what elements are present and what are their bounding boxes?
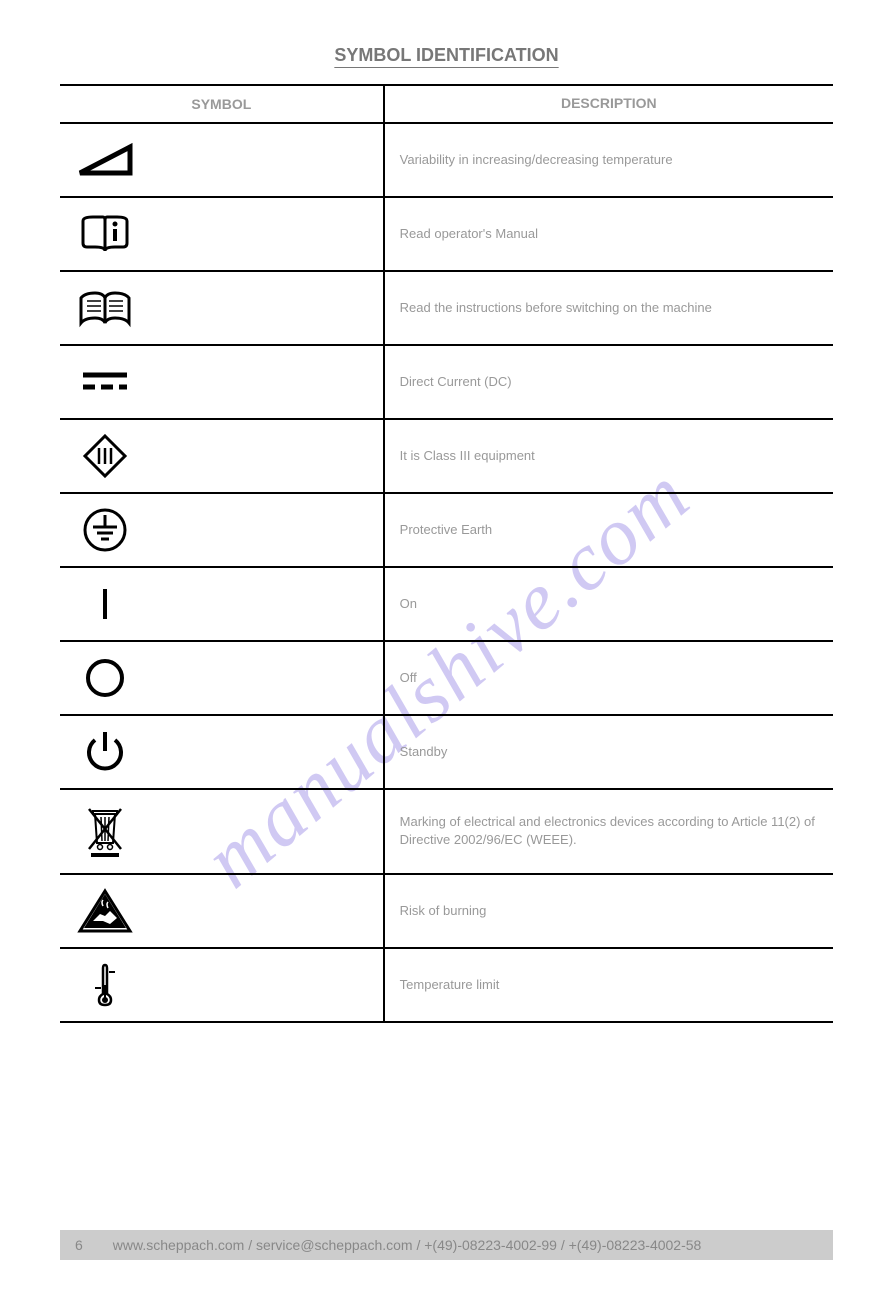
table-row: Read the instructions before switching o…	[60, 272, 833, 346]
table-row: Protective Earth	[60, 494, 833, 568]
symbol-cell	[60, 875, 385, 947]
symbol-cell	[60, 346, 385, 418]
description-cell: Temperature limit	[385, 949, 833, 1021]
temperature-limit-icon	[75, 959, 135, 1011]
description-cell: Read operator's Manual	[385, 198, 833, 270]
table-row: Read operator's Manual	[60, 198, 833, 272]
warning-burn-icon	[75, 885, 135, 937]
page-number: 6	[75, 1237, 83, 1253]
header-symbol: SYMBOL	[60, 86, 385, 122]
class-iii-icon	[75, 430, 135, 482]
symbol-cell	[60, 198, 385, 270]
table-row: Off	[60, 642, 833, 716]
triangle-increase-icon	[75, 134, 135, 186]
table-row: It is Class III equipment	[60, 420, 833, 494]
description-cell: Protective Earth	[385, 494, 833, 566]
table-row: Risk of burning	[60, 875, 833, 949]
symbol-cell	[60, 272, 385, 344]
description-cell: Marking of electrical and electronics de…	[385, 790, 833, 873]
table-row: Temperature limit	[60, 949, 833, 1023]
manual-info-icon	[75, 208, 135, 260]
table-row: Direct Current (DC)	[60, 346, 833, 420]
table-row: Standby	[60, 716, 833, 790]
description-cell: Off	[385, 642, 833, 714]
table-row: On	[60, 568, 833, 642]
symbol-cell	[60, 124, 385, 196]
page-footer: 6 www.scheppach.com / service@scheppach.…	[60, 1230, 833, 1260]
table-header: SYMBOL DESCRIPTION	[60, 84, 833, 124]
header-description: DESCRIPTION	[385, 86, 833, 122]
open-book-icon	[75, 282, 135, 334]
symbol-cell	[60, 420, 385, 492]
table-row: Marking of electrical and electronics de…	[60, 790, 833, 875]
dc-current-icon	[75, 356, 135, 408]
description-cell: Risk of burning	[385, 875, 833, 947]
description-cell: Standby	[385, 716, 833, 788]
symbol-cell	[60, 716, 385, 788]
symbol-cell	[60, 642, 385, 714]
table-row: Variability in increasing/decreasing tem…	[60, 124, 833, 198]
weee-bin-icon	[75, 800, 135, 862]
description-cell: Direct Current (DC)	[385, 346, 833, 418]
symbol-cell	[60, 790, 385, 873]
symbol-table: SYMBOL DESCRIPTION Variability in increa…	[60, 84, 833, 1023]
page-title: SYMBOL IDENTIFICATION	[0, 45, 893, 66]
description-cell: On	[385, 568, 833, 640]
symbol-cell	[60, 949, 385, 1021]
protective-earth-icon	[75, 504, 135, 556]
description-cell: Read the instructions before switching o…	[385, 272, 833, 344]
off-symbol-icon	[75, 652, 135, 704]
description-cell: It is Class III equipment	[385, 420, 833, 492]
standby-symbol-icon	[75, 726, 135, 778]
on-symbol-icon	[75, 578, 135, 630]
symbol-cell	[60, 494, 385, 566]
symbol-cell	[60, 568, 385, 640]
description-cell: Variability in increasing/decreasing tem…	[385, 124, 833, 196]
footer-text: www.scheppach.com / service@scheppach.co…	[113, 1237, 702, 1253]
